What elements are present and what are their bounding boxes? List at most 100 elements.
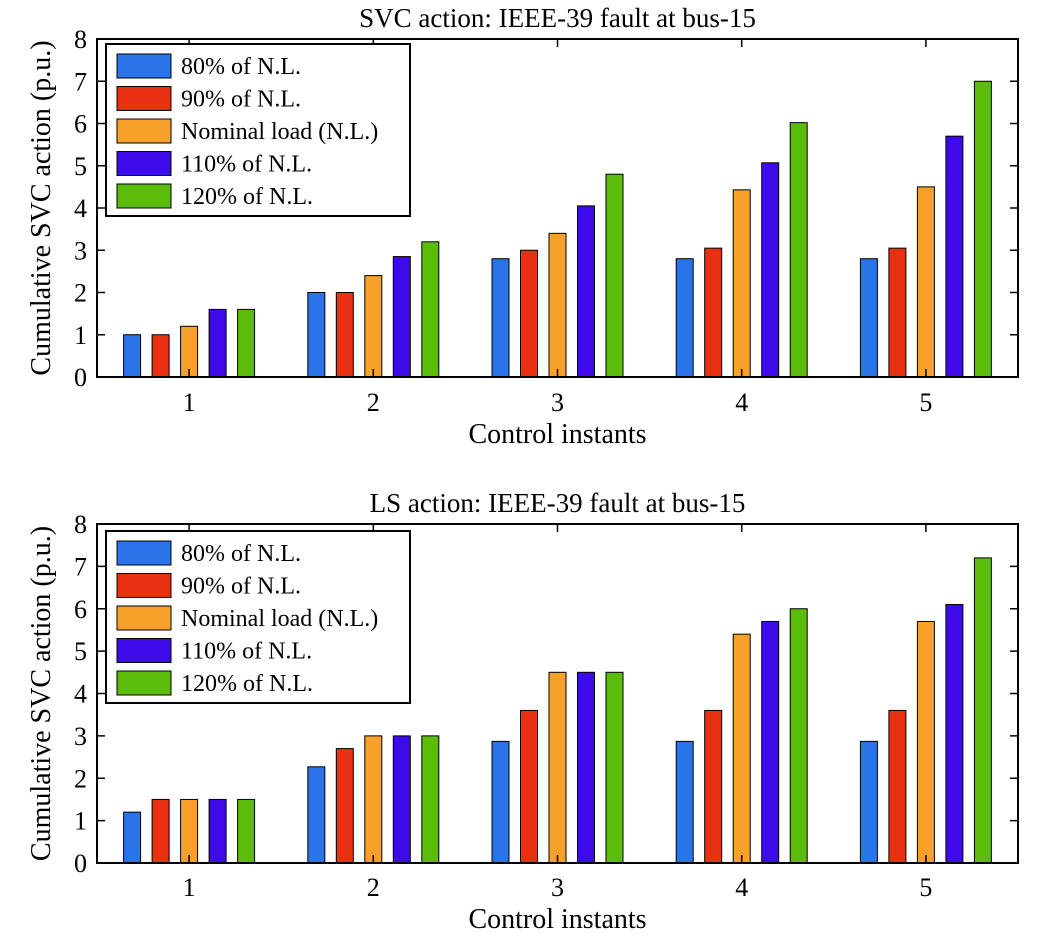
- y-tick-label: 4: [74, 680, 87, 709]
- bar-series1-instant5: [859, 740, 878, 864]
- bar-series4-instant2: [392, 735, 411, 864]
- x-tick-label: 2: [367, 873, 380, 902]
- x-tick-label: 3: [551, 873, 564, 902]
- chart-2: LS action: IEEE-39 fault at bus-15 0 1 2 3 4 5…: [26, 488, 1019, 935]
- bar-series2-instant1: [151, 798, 170, 864]
- bar-series5-instant5: [973, 557, 992, 864]
- x-tick-label: 5: [919, 873, 932, 902]
- y-tick-label: 8: [74, 25, 87, 54]
- legend-swatch-3: [116, 118, 172, 144]
- bar-series4-instant5: [945, 135, 964, 378]
- legend: 80% of N.L. 90% of N.L. Nominal load (N.L.…: [105, 530, 411, 704]
- legend-swatch-3: [116, 605, 172, 631]
- legend-label-2: 90% of N.L.: [181, 87, 301, 113]
- bar-series2-instant3: [520, 249, 538, 378]
- bar-series2-instant2: [335, 292, 354, 378]
- y-tick-label: 7: [74, 67, 87, 96]
- y-tick-label: 6: [74, 110, 87, 139]
- y-tick-label: 8: [74, 510, 87, 539]
- bar-series2-instant1: [151, 334, 170, 378]
- bar-series2-instant5: [888, 247, 907, 378]
- y-tick-label: 6: [74, 595, 87, 624]
- bar-series1-instant4: [675, 740, 694, 864]
- bar-series5-instant3: [605, 671, 624, 864]
- y-tick-label: 3: [74, 236, 87, 265]
- bar-series5-instant1: [237, 308, 256, 378]
- bar-series5-instant1: [237, 798, 256, 864]
- bar-series4-instant1: [208, 308, 227, 378]
- legend-swatch-5: [116, 183, 172, 209]
- chart-title: LS action: IEEE-39 fault at bus-15: [370, 488, 746, 518]
- bars: [123, 557, 992, 864]
- x-tick-label: 4: [735, 388, 748, 417]
- legend-label-4: 110% of N.L.: [181, 152, 312, 178]
- bar-series5-instant3: [605, 173, 624, 378]
- bar-series5-instant2: [421, 735, 440, 864]
- y-tick-label: 0: [74, 363, 87, 392]
- bar-series2-instant5: [888, 709, 907, 864]
- legend: 80% of N.L. 90% of N.L. Nominal load (N.L.…: [105, 43, 411, 217]
- bar-series5-instant4: [789, 122, 808, 378]
- x-tick-label: 1: [183, 873, 196, 902]
- y-tick-label: 2: [74, 279, 87, 308]
- legend-label-1: 80% of N.L.: [181, 541, 301, 567]
- legend-swatch-1: [116, 53, 172, 79]
- chart-title: SVC action: IEEE-39 fault at bus-15: [359, 3, 756, 33]
- bar-series4-instant1: [208, 798, 227, 864]
- x-axis-label: Control instants: [468, 419, 646, 450]
- bar-series4-instant2: [392, 256, 411, 378]
- legend-swatch-4: [116, 151, 172, 176]
- bar-series3-instant1: [180, 798, 199, 864]
- y-tick-label: 7: [74, 552, 87, 581]
- bar-series5-instant2: [421, 241, 440, 378]
- legend-swatch-1: [116, 540, 172, 566]
- bar-series4-instant4: [761, 162, 780, 378]
- bar-series3-instant5: [916, 186, 935, 378]
- bar-series1-instant1: [123, 811, 142, 864]
- bar-series1-instant4: [675, 258, 694, 378]
- x-axis-label: Control instants: [468, 904, 646, 935]
- legend-swatch-2: [116, 86, 172, 111]
- legend-swatch-2: [116, 573, 172, 598]
- bars: [123, 80, 992, 378]
- bar-series2-instant4: [704, 709, 723, 864]
- bar-series4-instant4: [761, 620, 780, 864]
- legend-swatch-4: [116, 638, 172, 663]
- bar-series4-instant5: [945, 604, 964, 864]
- x-tick-label: 3: [551, 388, 564, 417]
- legend-label-3: Nominal load (N.L.): [181, 119, 378, 145]
- y-tick-label: 0: [74, 849, 87, 878]
- x-tick-label: 1: [183, 388, 196, 417]
- bar-series1-instant3: [491, 258, 510, 378]
- bar-series4-instant3: [577, 205, 595, 378]
- bar-series1-instant3: [491, 740, 510, 864]
- legend-label-5: 120% of N.L.: [181, 184, 313, 210]
- x-tick-label: 5: [919, 388, 932, 417]
- legend-label-2: 90% of N.L.: [181, 574, 301, 600]
- bar-series4-instant3: [577, 671, 595, 864]
- y-axis-label: Cumulative SVC action (p.u.): [26, 526, 57, 861]
- y-tick-label: 1: [74, 321, 87, 350]
- bar-series3-instant4: [732, 189, 751, 378]
- legend-label-4: 110% of N.L.: [181, 639, 312, 665]
- bar-series2-instant2: [335, 748, 354, 864]
- y-tick-label: 2: [74, 764, 87, 793]
- bar-series1-instant2: [307, 292, 326, 378]
- bar-series3-instant2: [364, 735, 383, 864]
- x-tick-label: 2: [367, 388, 380, 417]
- bar-series2-instant3: [520, 709, 538, 864]
- bar-series3-instant5: [916, 620, 935, 864]
- y-tick-label: 5: [74, 152, 87, 181]
- bar-series3-instant4: [732, 633, 751, 864]
- y-tick-label: 4: [74, 194, 87, 223]
- legend-swatch-5: [116, 670, 172, 696]
- bar-series2-instant4: [704, 247, 723, 378]
- legend-label-3: Nominal load (N.L.): [181, 606, 378, 632]
- bar-series3-instant2: [364, 275, 383, 378]
- bar-series1-instant2: [307, 766, 326, 864]
- y-tick-label: 3: [74, 722, 87, 751]
- bar-series3-instant3: [548, 232, 567, 378]
- legend-label-5: 120% of N.L.: [181, 671, 313, 697]
- chart-1: SVC action: IEEE-39 fault at bus-15 0 1 2 3 4…: [26, 3, 1019, 450]
